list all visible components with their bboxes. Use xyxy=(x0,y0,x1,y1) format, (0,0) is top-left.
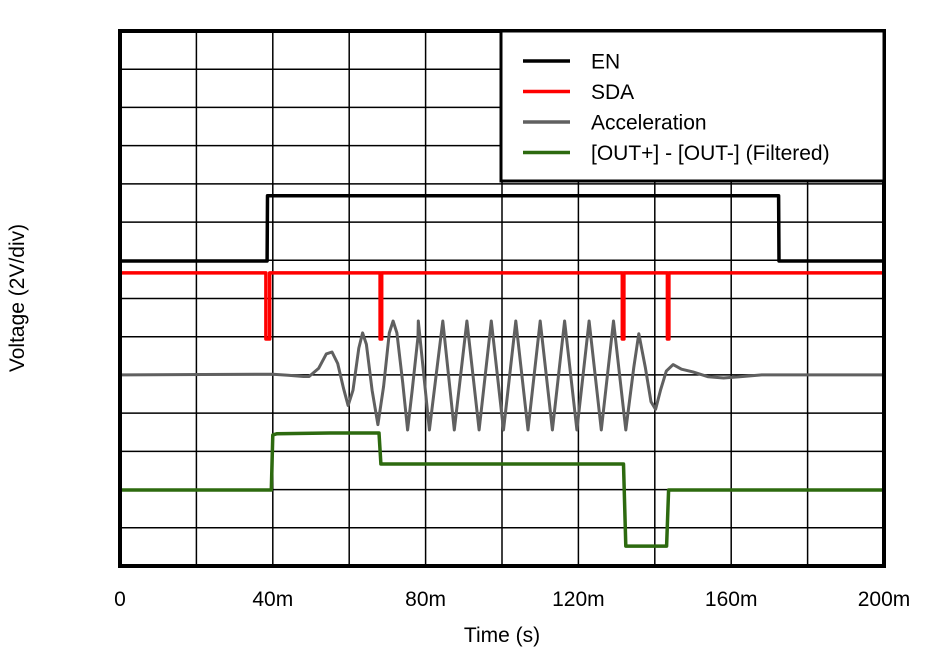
trace-sda xyxy=(120,271,884,341)
legend-box xyxy=(499,29,886,183)
legend-label: [OUT+] - [OUT-] (Filtered) xyxy=(591,142,830,165)
legend-label: Acceleration xyxy=(591,112,707,135)
legend-label: EN xyxy=(591,51,620,74)
x-tick-label: 80m xyxy=(405,588,446,611)
x-axis-title: Time (s) xyxy=(464,624,540,647)
legend-label: SDA xyxy=(591,81,634,104)
x-tick-label: 160m xyxy=(705,588,758,611)
x-tick-label: 200m xyxy=(858,588,911,611)
trace-acceleration xyxy=(119,319,884,432)
y-axis-title: Voltage (2V/div) xyxy=(6,224,29,372)
trace-out-out-filtered xyxy=(120,431,884,548)
x-tick-label: 40m xyxy=(252,588,293,611)
x-tick-label: 0 xyxy=(114,588,126,611)
x-tick-labels: 0 40m 80m 120m 160m 200m xyxy=(114,588,910,611)
x-tick-label: 120m xyxy=(552,588,605,611)
trace-en xyxy=(120,193,884,263)
traces xyxy=(119,193,884,548)
legend: EN SDA Acceleration [OUT+] - [OUT-] (Filter… xyxy=(499,29,886,183)
